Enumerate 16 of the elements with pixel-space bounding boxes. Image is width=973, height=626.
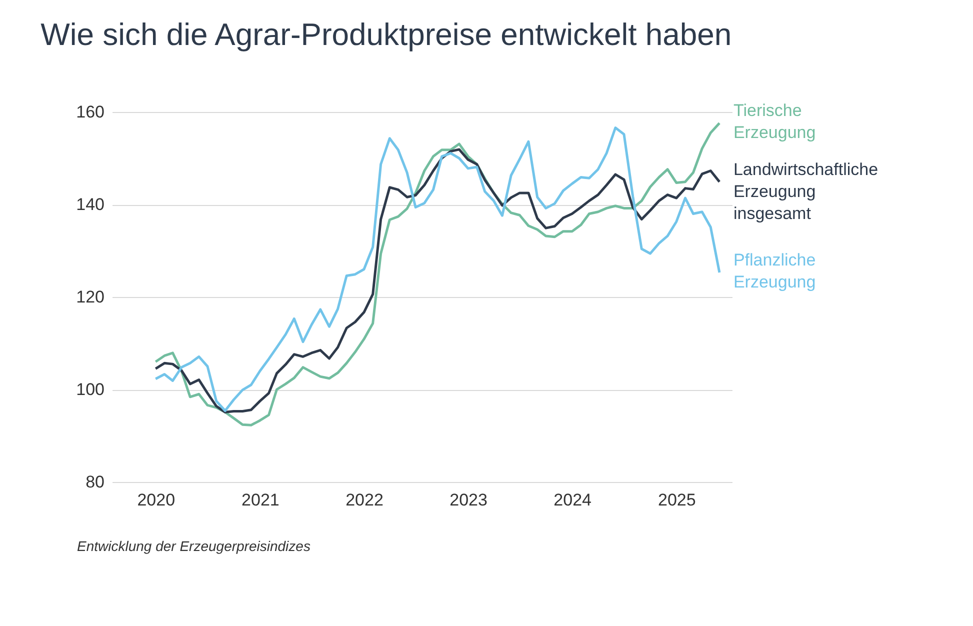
y-tick-label: 100 [76, 380, 104, 399]
y-tick-label: 140 [76, 195, 104, 214]
y-tick-label: 80 [86, 472, 104, 492]
x-tick-label: 2023 [450, 490, 488, 510]
x-tick-label: 2022 [346, 490, 384, 510]
text: Entwicklung der Erzeugerpreisindizes [77, 538, 310, 554]
y-tick-label: 120 [76, 288, 104, 306]
x-tick-label: 2021 [242, 490, 280, 510]
series-label: Pflanzliche Erzeugung [733, 250, 816, 292]
x-tick-label: 2025 [658, 490, 696, 510]
series-label: Tierische Erzeugung [733, 101, 816, 142]
series-label: Landwirtschaftliche Erzeugung insgesamt [733, 160, 878, 223]
x-tick-label: 2024 [554, 490, 592, 510]
x-tick-label: 2020 [137, 490, 176, 510]
chart-title: Wie sich die Agrar-Produktpreise entwickelt haben [40, 17, 732, 52]
y-tick-label: 160 [76, 102, 104, 122]
